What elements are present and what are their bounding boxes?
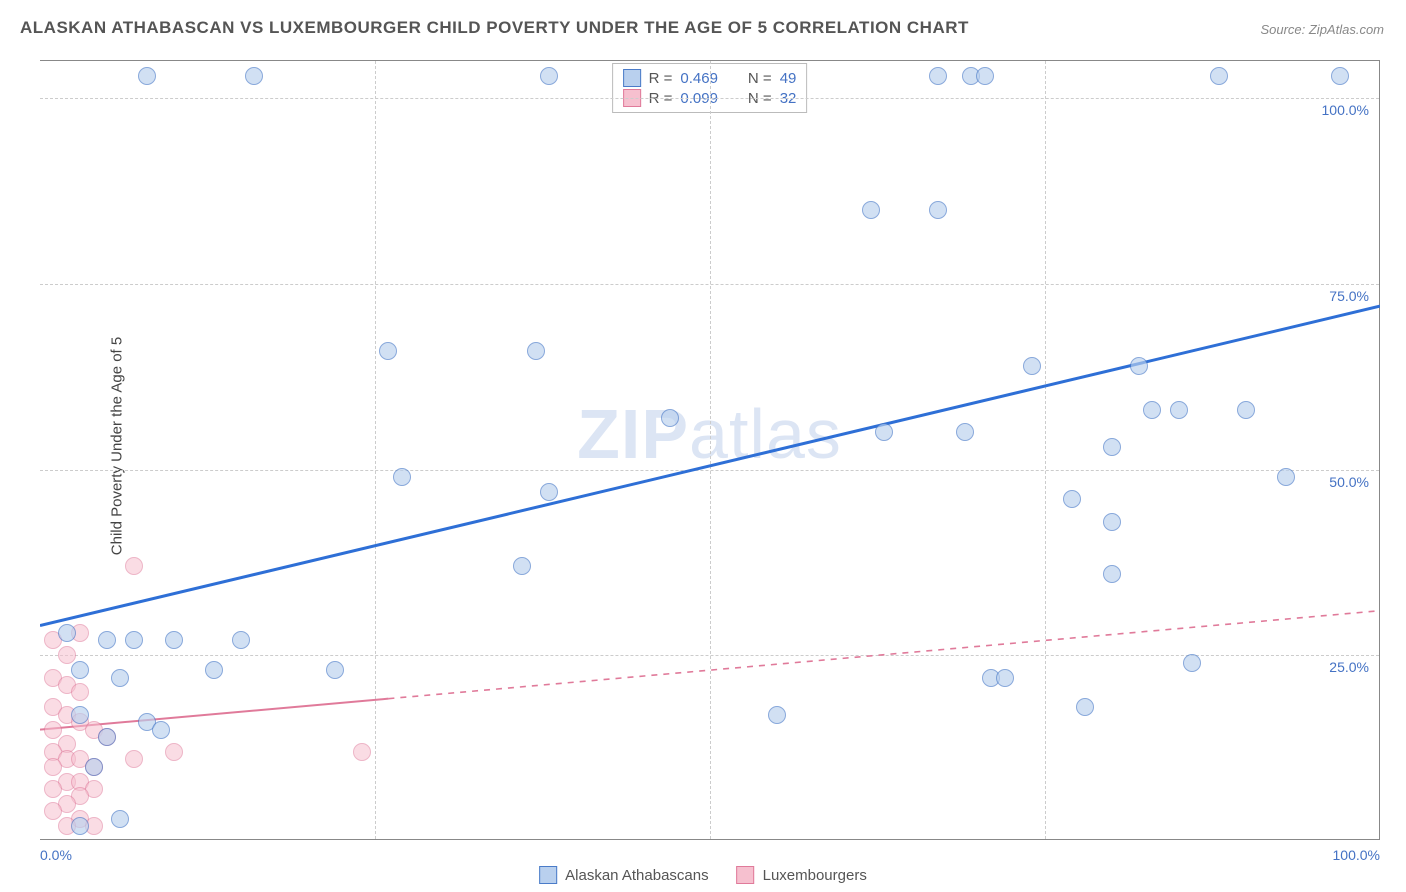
scatter-marker: [1277, 468, 1295, 486]
scatter-marker: [768, 706, 786, 724]
scatter-marker: [929, 67, 947, 85]
scatter-marker: [956, 423, 974, 441]
legend-item: Alaskan Athabascans: [539, 866, 708, 884]
scatter-marker: [1143, 401, 1161, 419]
gridline-vertical: [710, 61, 711, 839]
scatter-marker: [44, 721, 62, 739]
stats-n-value: 49: [780, 70, 797, 87]
scatter-marker: [71, 706, 89, 724]
scatter-marker: [71, 817, 89, 835]
scatter-marker: [71, 683, 89, 701]
scatter-marker: [44, 780, 62, 798]
scatter-marker: [540, 67, 558, 85]
watermark-bold: ZIP: [577, 395, 689, 473]
scatter-marker: [232, 631, 250, 649]
stats-n-label: N =: [748, 70, 772, 87]
scatter-marker: [165, 631, 183, 649]
scatter-marker: [245, 67, 263, 85]
scatter-marker: [98, 728, 116, 746]
ytick-label: 50.0%: [1329, 474, 1369, 490]
scatter-marker: [1210, 67, 1228, 85]
scatter-marker: [111, 810, 129, 828]
chart-title: ALASKAN ATHABASCAN VS LUXEMBOURGER CHILD…: [20, 18, 969, 38]
stats-r-value: 0.469: [680, 70, 718, 87]
scatter-marker: [138, 67, 156, 85]
ytick-label: 75.0%: [1329, 288, 1369, 304]
scatter-marker: [125, 750, 143, 768]
scatter-marker: [125, 631, 143, 649]
scatter-marker: [58, 646, 76, 664]
plot-area: ZIPatlas R = 0.469N = 49R = 0.099N = 32 …: [40, 60, 1380, 840]
scatter-marker: [71, 661, 89, 679]
scatter-marker: [44, 802, 62, 820]
legend-swatch: [737, 866, 755, 884]
scatter-marker: [976, 67, 994, 85]
scatter-marker: [1103, 438, 1121, 456]
scatter-marker: [125, 557, 143, 575]
scatter-marker: [1237, 401, 1255, 419]
scatter-marker: [527, 342, 545, 360]
scatter-marker: [44, 758, 62, 776]
xtick-label: 100.0%: [1333, 847, 1380, 863]
stats-swatch: [623, 69, 641, 87]
scatter-marker: [1170, 401, 1188, 419]
scatter-marker: [875, 423, 893, 441]
stats-r-label: R =: [649, 70, 673, 87]
scatter-marker: [1103, 513, 1121, 531]
legend-label: Luxembourgers: [763, 867, 867, 884]
scatter-marker: [98, 631, 116, 649]
legend-item: Luxembourgers: [737, 866, 867, 884]
scatter-marker: [661, 409, 679, 427]
scatter-marker: [1103, 565, 1121, 583]
scatter-marker: [165, 743, 183, 761]
scatter-marker: [111, 669, 129, 687]
scatter-marker: [152, 721, 170, 739]
scatter-marker: [862, 201, 880, 219]
scatter-marker: [929, 201, 947, 219]
gridline-vertical: [1045, 61, 1046, 839]
scatter-marker: [1076, 698, 1094, 716]
scatter-marker: [1331, 67, 1349, 85]
legend-swatch: [539, 866, 557, 884]
scatter-marker: [513, 557, 531, 575]
scatter-marker: [205, 661, 223, 679]
scatter-marker: [1130, 357, 1148, 375]
scatter-marker: [1023, 357, 1041, 375]
scatter-marker: [326, 661, 344, 679]
gridline-vertical: [375, 61, 376, 839]
ytick-label: 100.0%: [1322, 102, 1369, 118]
scatter-marker: [1183, 654, 1201, 672]
scatter-marker: [379, 342, 397, 360]
legend-bottom: Alaskan Athabascans Luxembourgers: [539, 866, 867, 884]
ytick-label: 25.0%: [1329, 659, 1369, 675]
source-attribution: Source: ZipAtlas.com: [1260, 22, 1384, 37]
xtick-label: 0.0%: [40, 847, 72, 863]
watermark-rest: atlas: [689, 395, 842, 473]
legend-label: Alaskan Athabascans: [565, 867, 708, 884]
scatter-marker: [58, 624, 76, 642]
scatter-marker: [996, 669, 1014, 687]
scatter-marker: [85, 758, 103, 776]
scatter-marker: [1063, 490, 1081, 508]
scatter-marker: [540, 483, 558, 501]
scatter-marker: [353, 743, 371, 761]
scatter-marker: [393, 468, 411, 486]
